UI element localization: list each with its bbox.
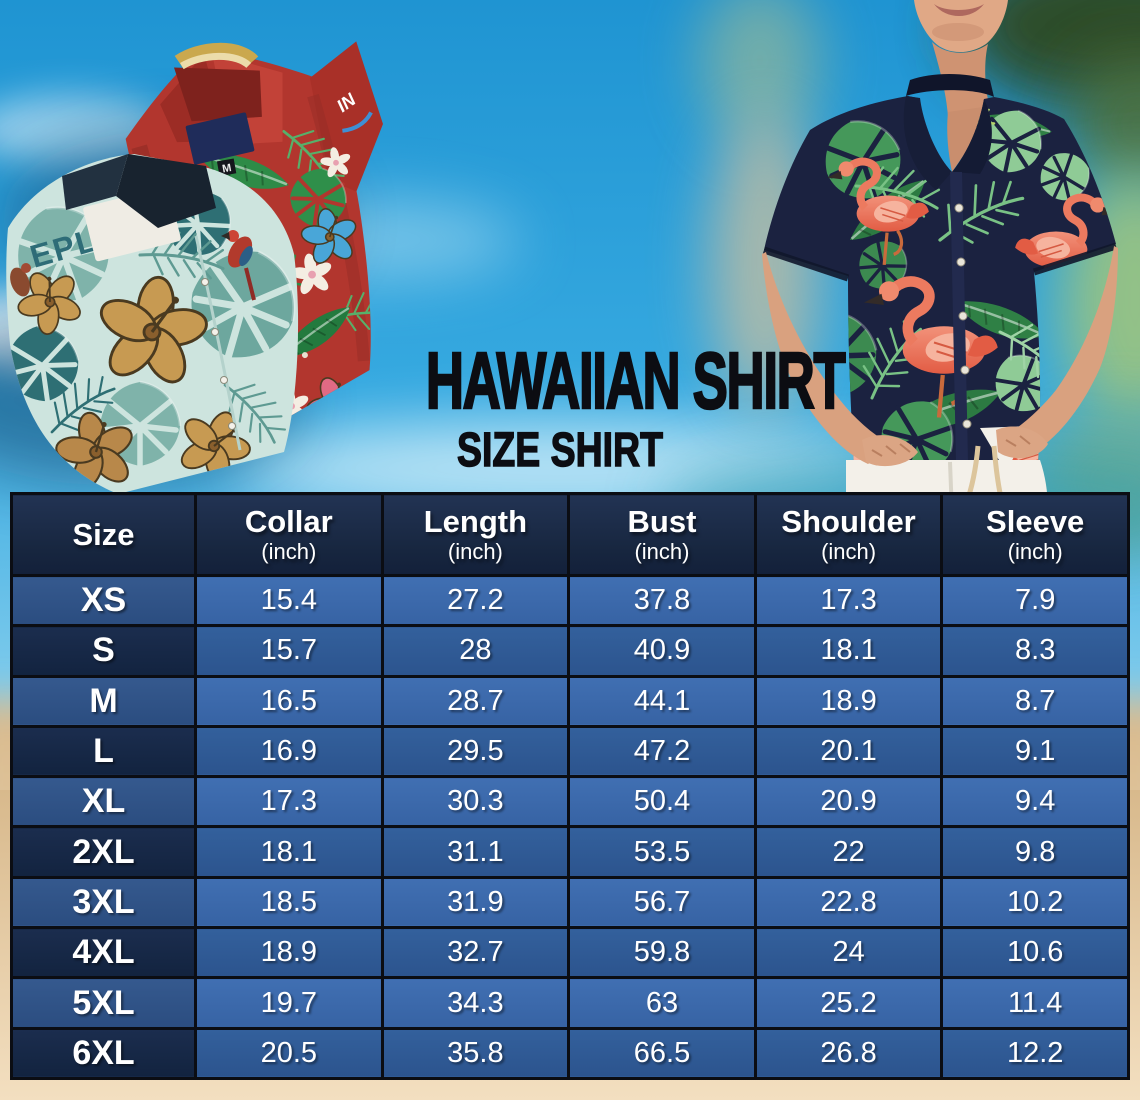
table-row-3xl: 3XL 18.5 31.9 56.7 22.8 10.2	[10, 875, 1130, 930]
value-cell: 9.1	[940, 724, 1130, 779]
value-cell: 7.9	[940, 573, 1130, 628]
value-cell: 31.9	[380, 875, 571, 930]
value-cell: 16.5	[194, 674, 384, 728]
size-cell: 3XL	[10, 875, 197, 930]
value-cell: 18.5	[194, 875, 384, 930]
value-cell: 53.5	[567, 825, 757, 879]
header-row: Size Collar (inch) Length (inch) Bust (inch) Sh…	[10, 492, 1130, 577]
value-cell: 59.8	[567, 926, 757, 980]
value-cell: 20.9	[753, 775, 944, 829]
value-cell: 19.7	[194, 976, 384, 1030]
table-row-4xl: 4XL 18.9 32.7 59.8 24 10.6	[10, 926, 1130, 980]
value-cell: 27.2	[380, 573, 571, 628]
value-cell: 28	[380, 624, 571, 678]
size-cell: XL	[10, 775, 197, 829]
value-cell: 20.1	[753, 724, 944, 779]
size-cell: 5XL	[10, 976, 197, 1030]
value-cell: 8.3	[940, 624, 1130, 678]
column-header-shoulder: Shoulder (inch)	[753, 492, 944, 577]
value-cell: 63	[567, 976, 757, 1030]
column-header-sleeve: Sleeve (inch)	[940, 492, 1130, 577]
value-cell: 18.1	[194, 825, 384, 879]
table-row-s: S 15.7 28 40.9 18.1 8.3	[10, 624, 1130, 678]
teal-shirt-photo: EPL	[6, 154, 299, 494]
value-cell: 32.7	[380, 926, 571, 980]
column-header-collar: Collar (inch)	[194, 492, 384, 577]
table-row-5xl: 5XL 19.7 34.3 63 25.2 11.4	[10, 976, 1130, 1030]
value-cell: 9.4	[940, 775, 1130, 829]
page-subtitle: SIZE SHIRT	[456, 423, 663, 477]
value-cell: 18.9	[753, 674, 944, 728]
red-shirt-gold-label	[174, 42, 259, 70]
size-cell: 2XL	[10, 825, 197, 879]
column-header-bust: Bust (inch)	[567, 492, 757, 577]
red-shirt-size-tag-text: M	[221, 162, 232, 175]
value-cell: 24	[753, 926, 944, 980]
man-shirt-collar	[903, 96, 952, 190]
man-lips	[934, 4, 984, 16]
value-cell: 44.1	[567, 674, 757, 728]
table-row-l: L 16.9 29.5 47.2 20.1 9.1	[10, 724, 1130, 779]
value-cell: 15.4	[194, 573, 384, 628]
size-cell: 4XL	[10, 926, 197, 980]
man-photo	[762, 0, 1118, 515]
value-cell: 22.8	[753, 875, 944, 930]
value-cell: 22	[753, 825, 944, 879]
size-cell: XS	[10, 573, 197, 628]
teal-shirt-collar	[116, 154, 216, 228]
value-cell: 26.8	[753, 1026, 944, 1081]
value-cell: 47.2	[567, 724, 757, 779]
value-cell: 34.3	[380, 976, 571, 1030]
parrot-print	[10, 263, 31, 297]
parrot-print	[221, 230, 256, 301]
value-cell: 11.4	[940, 976, 1130, 1030]
value-cell: 16.9	[194, 724, 384, 779]
value-cell: 12.2	[940, 1026, 1130, 1081]
table-row-6xl: 6XL 20.5 35.8 66.5 26.8 12.2	[10, 1026, 1130, 1081]
size-cell: M	[10, 674, 197, 728]
value-cell: 30.3	[380, 775, 571, 829]
value-cell: 20.5	[194, 1026, 384, 1081]
value-cell: 50.4	[567, 775, 757, 829]
size-chart-table: Size Collar (inch) Length (inch) Bust (inch) Sh…	[10, 492, 1130, 1081]
red-shirt-neck-patch	[185, 112, 255, 165]
size-chart-body: XS 15.4 27.2 37.8 17.3 7.9 S 15.7 28 40.9 18.1 8.3 M…	[10, 573, 1130, 1081]
size-cell: 6XL	[10, 1026, 197, 1081]
column-header-length: Length (inch)	[380, 492, 571, 577]
value-cell: 31.1	[380, 825, 571, 879]
value-cell: 10.6	[940, 926, 1130, 980]
table-row-xl: XL 17.3 30.3 50.4 20.9 9.4	[10, 775, 1130, 829]
value-cell: 29.5	[380, 724, 571, 779]
size-chart-header: Size Collar (inch) Length (inch) Bust (inch) Sh…	[10, 492, 1130, 577]
page-title: HAWAIIAN SHIRT	[425, 336, 847, 425]
man-left-hand	[862, 435, 918, 467]
column-header-size: Size	[10, 492, 197, 577]
value-cell: 18.9	[194, 926, 384, 980]
size-cell: L	[10, 724, 197, 779]
value-cell: 28.7	[380, 674, 571, 728]
value-cell: 17.3	[194, 775, 384, 829]
size-cell: S	[10, 624, 197, 678]
value-cell: 10.2	[940, 875, 1130, 930]
hero-heading: HAWAIIAN SHIRT SIZE SHIRT	[318, 339, 847, 477]
table-row-m: M 16.5 28.7 44.1 18.9 8.7	[10, 674, 1130, 728]
value-cell: 17.3	[753, 573, 944, 628]
man-right-hand	[996, 426, 1048, 459]
value-cell: 18.1	[753, 624, 944, 678]
table-row-2xl: 2XL 18.1 31.1 53.5 22 9.8	[10, 825, 1130, 879]
value-cell: 8.7	[940, 674, 1130, 728]
value-cell: 66.5	[567, 1026, 757, 1081]
value-cell: 15.7	[194, 624, 384, 678]
value-cell: 56.7	[567, 875, 757, 930]
value-cell: 35.8	[380, 1026, 571, 1081]
value-cell: 37.8	[567, 573, 757, 628]
value-cell: 9.8	[940, 825, 1130, 879]
red-shirt-size-tag	[216, 158, 237, 177]
value-cell: 25.2	[753, 976, 944, 1030]
value-cell: 40.9	[567, 624, 757, 678]
table-row-xs: XS 15.4 27.2 37.8 17.3 7.9	[10, 573, 1130, 628]
